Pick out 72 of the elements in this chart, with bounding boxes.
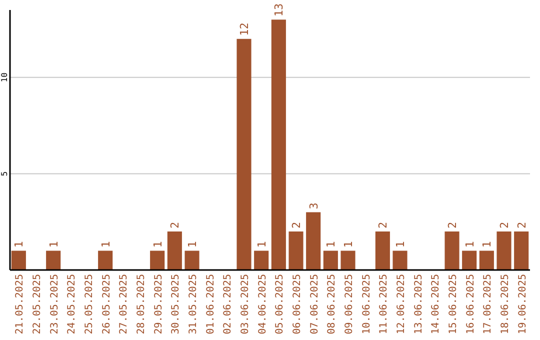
bar <box>479 250 494 270</box>
x-tick-label: 13.06.2025 <box>413 274 424 334</box>
bar <box>46 250 61 270</box>
data-label: 1 <box>47 241 60 248</box>
x-tick-label: 07.06.2025 <box>309 274 320 334</box>
bar <box>496 231 512 270</box>
y-tick-label: 5 <box>0 171 9 176</box>
x-tick-label: 14.06.2025 <box>430 274 442 334</box>
data-label: 2 <box>515 222 528 228</box>
bar <box>306 212 321 270</box>
data-label: 1 <box>151 241 164 248</box>
bar <box>236 38 252 270</box>
data-label: 1 <box>394 241 407 248</box>
x-tick-label: 19.06.2025 <box>517 274 528 334</box>
data-label: 1 <box>12 241 26 248</box>
x-tick-label: 26.05.2025 <box>101 274 112 334</box>
x-tick-label: 31.05.2025 <box>188 274 199 334</box>
data-label: 13 <box>272 3 286 17</box>
x-tick-label: 15.06.2025 <box>448 274 459 334</box>
x-tick-label: 03.06.2025 <box>240 274 251 334</box>
data-label: 1 <box>463 241 476 248</box>
data-label: 2 <box>168 222 182 228</box>
bar <box>288 231 304 270</box>
x-tick-label: 28.05.2025 <box>136 274 147 334</box>
data-label: 2 <box>446 222 459 228</box>
bar <box>254 250 269 270</box>
x-tick-label: 09.06.2025 <box>344 274 355 334</box>
bar <box>167 231 182 270</box>
x-tick-label: 01.06.2025 <box>205 274 216 334</box>
bar <box>98 250 113 270</box>
x-tick-label: 10.06.2025 <box>361 274 372 334</box>
x-tick-label: 17.06.2025 <box>482 274 494 334</box>
x-tick-label: 29.05.2025 <box>153 274 164 334</box>
x-tick-label: 23.05.2025 <box>49 274 60 334</box>
bar <box>340 250 356 270</box>
x-tick-label: 06.06.2025 <box>292 274 303 334</box>
bar <box>150 250 165 270</box>
y-tick-label: 10 <box>0 72 9 82</box>
bar <box>11 250 26 270</box>
data-label: 1 <box>255 241 268 248</box>
bar <box>271 20 286 270</box>
x-tick-label: 24.05.2025 <box>66 274 78 334</box>
data-label: 1 <box>99 241 112 248</box>
bar <box>184 250 200 270</box>
data-label: 2 <box>290 222 303 228</box>
data-label: 1 <box>342 241 355 248</box>
x-tick-label: 27.05.2025 <box>118 274 130 334</box>
bar <box>444 231 460 270</box>
data-label: 12 <box>238 22 251 36</box>
data-label: 1 <box>324 241 338 248</box>
data-label: 3 <box>307 202 320 210</box>
x-tick-label: 21.05.2025 <box>14 274 26 334</box>
x-tick-label: 05.06.2025 <box>274 274 286 334</box>
x-tick-label: 11.06.2025 <box>378 274 390 334</box>
x-tick-label: 08.06.2025 <box>326 274 338 334</box>
data-label: 1 <box>480 241 494 248</box>
bar <box>323 250 338 270</box>
bar <box>375 231 390 270</box>
x-tick-label: 18.06.2025 <box>500 274 511 334</box>
data-label: 1 <box>186 241 199 248</box>
bar <box>462 250 477 270</box>
x-tick-label: 22.05.2025 <box>32 274 43 334</box>
x-tick-label: 02.06.2025 <box>222 274 234 334</box>
x-tick-label: 30.05.2025 <box>170 274 182 334</box>
bar <box>392 250 408 270</box>
x-tick-label: 25.05.2025 <box>84 274 95 334</box>
x-tick-label: 16.06.2025 <box>465 274 476 334</box>
x-tick-label: 04.06.2025 <box>257 274 268 334</box>
data-label: 2 <box>376 222 390 228</box>
bar <box>514 231 529 270</box>
x-tick-label: 12.06.2025 <box>396 274 407 334</box>
data-label: 2 <box>498 222 511 228</box>
